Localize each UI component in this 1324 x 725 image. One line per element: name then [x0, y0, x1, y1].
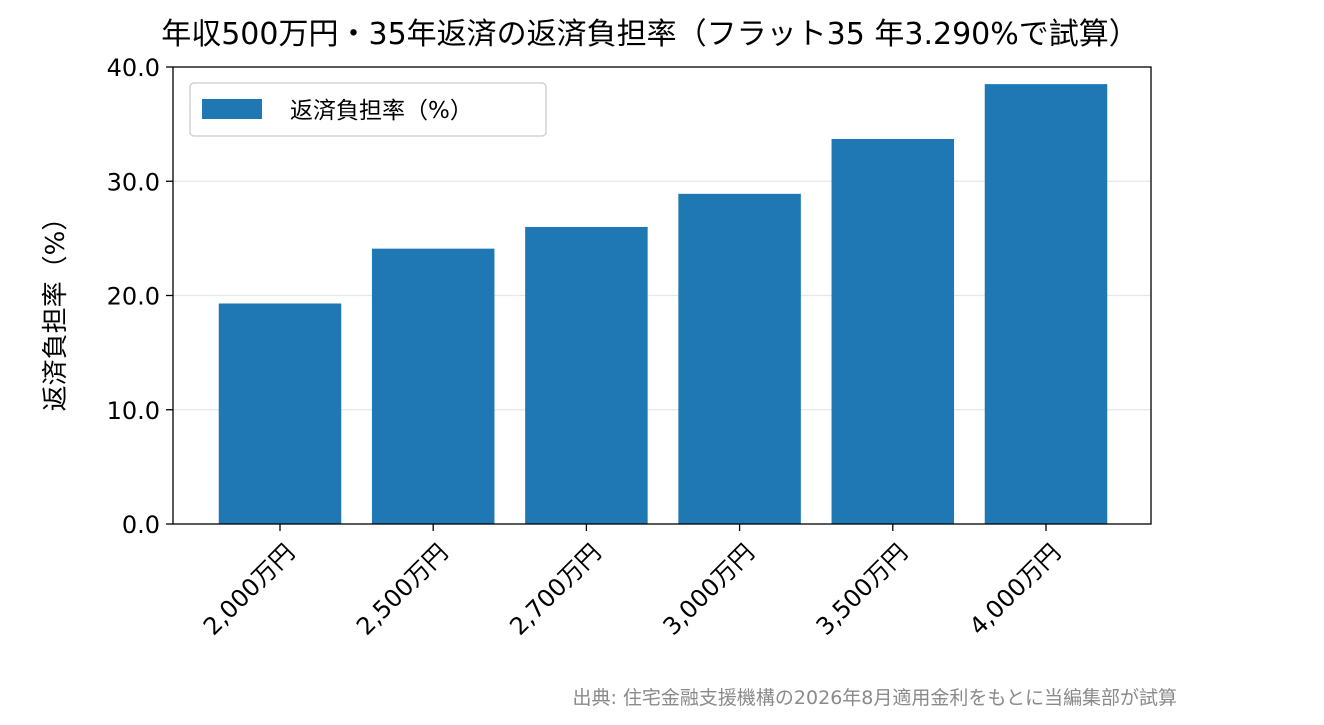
chart-title: 年収500万円・35年返済の返済負担率（フラット35 年3.290%で試算） — [161, 17, 1139, 52]
x-tick-label: 2,500万円 — [351, 538, 453, 640]
legend-swatch — [202, 99, 262, 119]
bar — [371, 248, 495, 524]
x-ticks: 2,000万円 2,500万円 2,700万円 3,000万円 3,500万円 4,000… — [198, 524, 1066, 641]
bar — [984, 84, 1108, 524]
y-tick-label: 30.0 — [107, 168, 160, 196]
y-tick-label: 20.0 — [107, 283, 160, 311]
bar — [218, 303, 342, 524]
bar — [525, 226, 648, 524]
x-tick-label: 2,700万円 — [504, 538, 606, 640]
y-tick-label: 0.0 — [122, 511, 160, 539]
y-axis-label: 返済負担率（%） — [41, 205, 71, 412]
x-tick-label: 3,500万円 — [811, 538, 913, 640]
y-ticks: 0.0 10.0 20.0 30.0 40.0 — [107, 54, 173, 539]
y-tick-label: 10.0 — [107, 397, 160, 425]
legend-frame — [189, 82, 547, 137]
legend-label: 返済負担率（%） — [290, 98, 473, 124]
x-tick-label: 2,000万円 — [198, 538, 300, 640]
source-note: 出典: 住宅金融支援機構の2026年8月適用金利をもとに当編集部が試算 — [572, 687, 1177, 709]
x-tick-label: 4,000万円 — [964, 538, 1066, 640]
bar — [831, 138, 955, 525]
bar — [678, 193, 801, 524]
bars — [218, 84, 1108, 525]
x-tick-label: 3,000万円 — [658, 538, 760, 640]
y-tick-label: 40.0 — [107, 54, 160, 82]
legend: 返済負担率（%） — [189, 82, 547, 137]
